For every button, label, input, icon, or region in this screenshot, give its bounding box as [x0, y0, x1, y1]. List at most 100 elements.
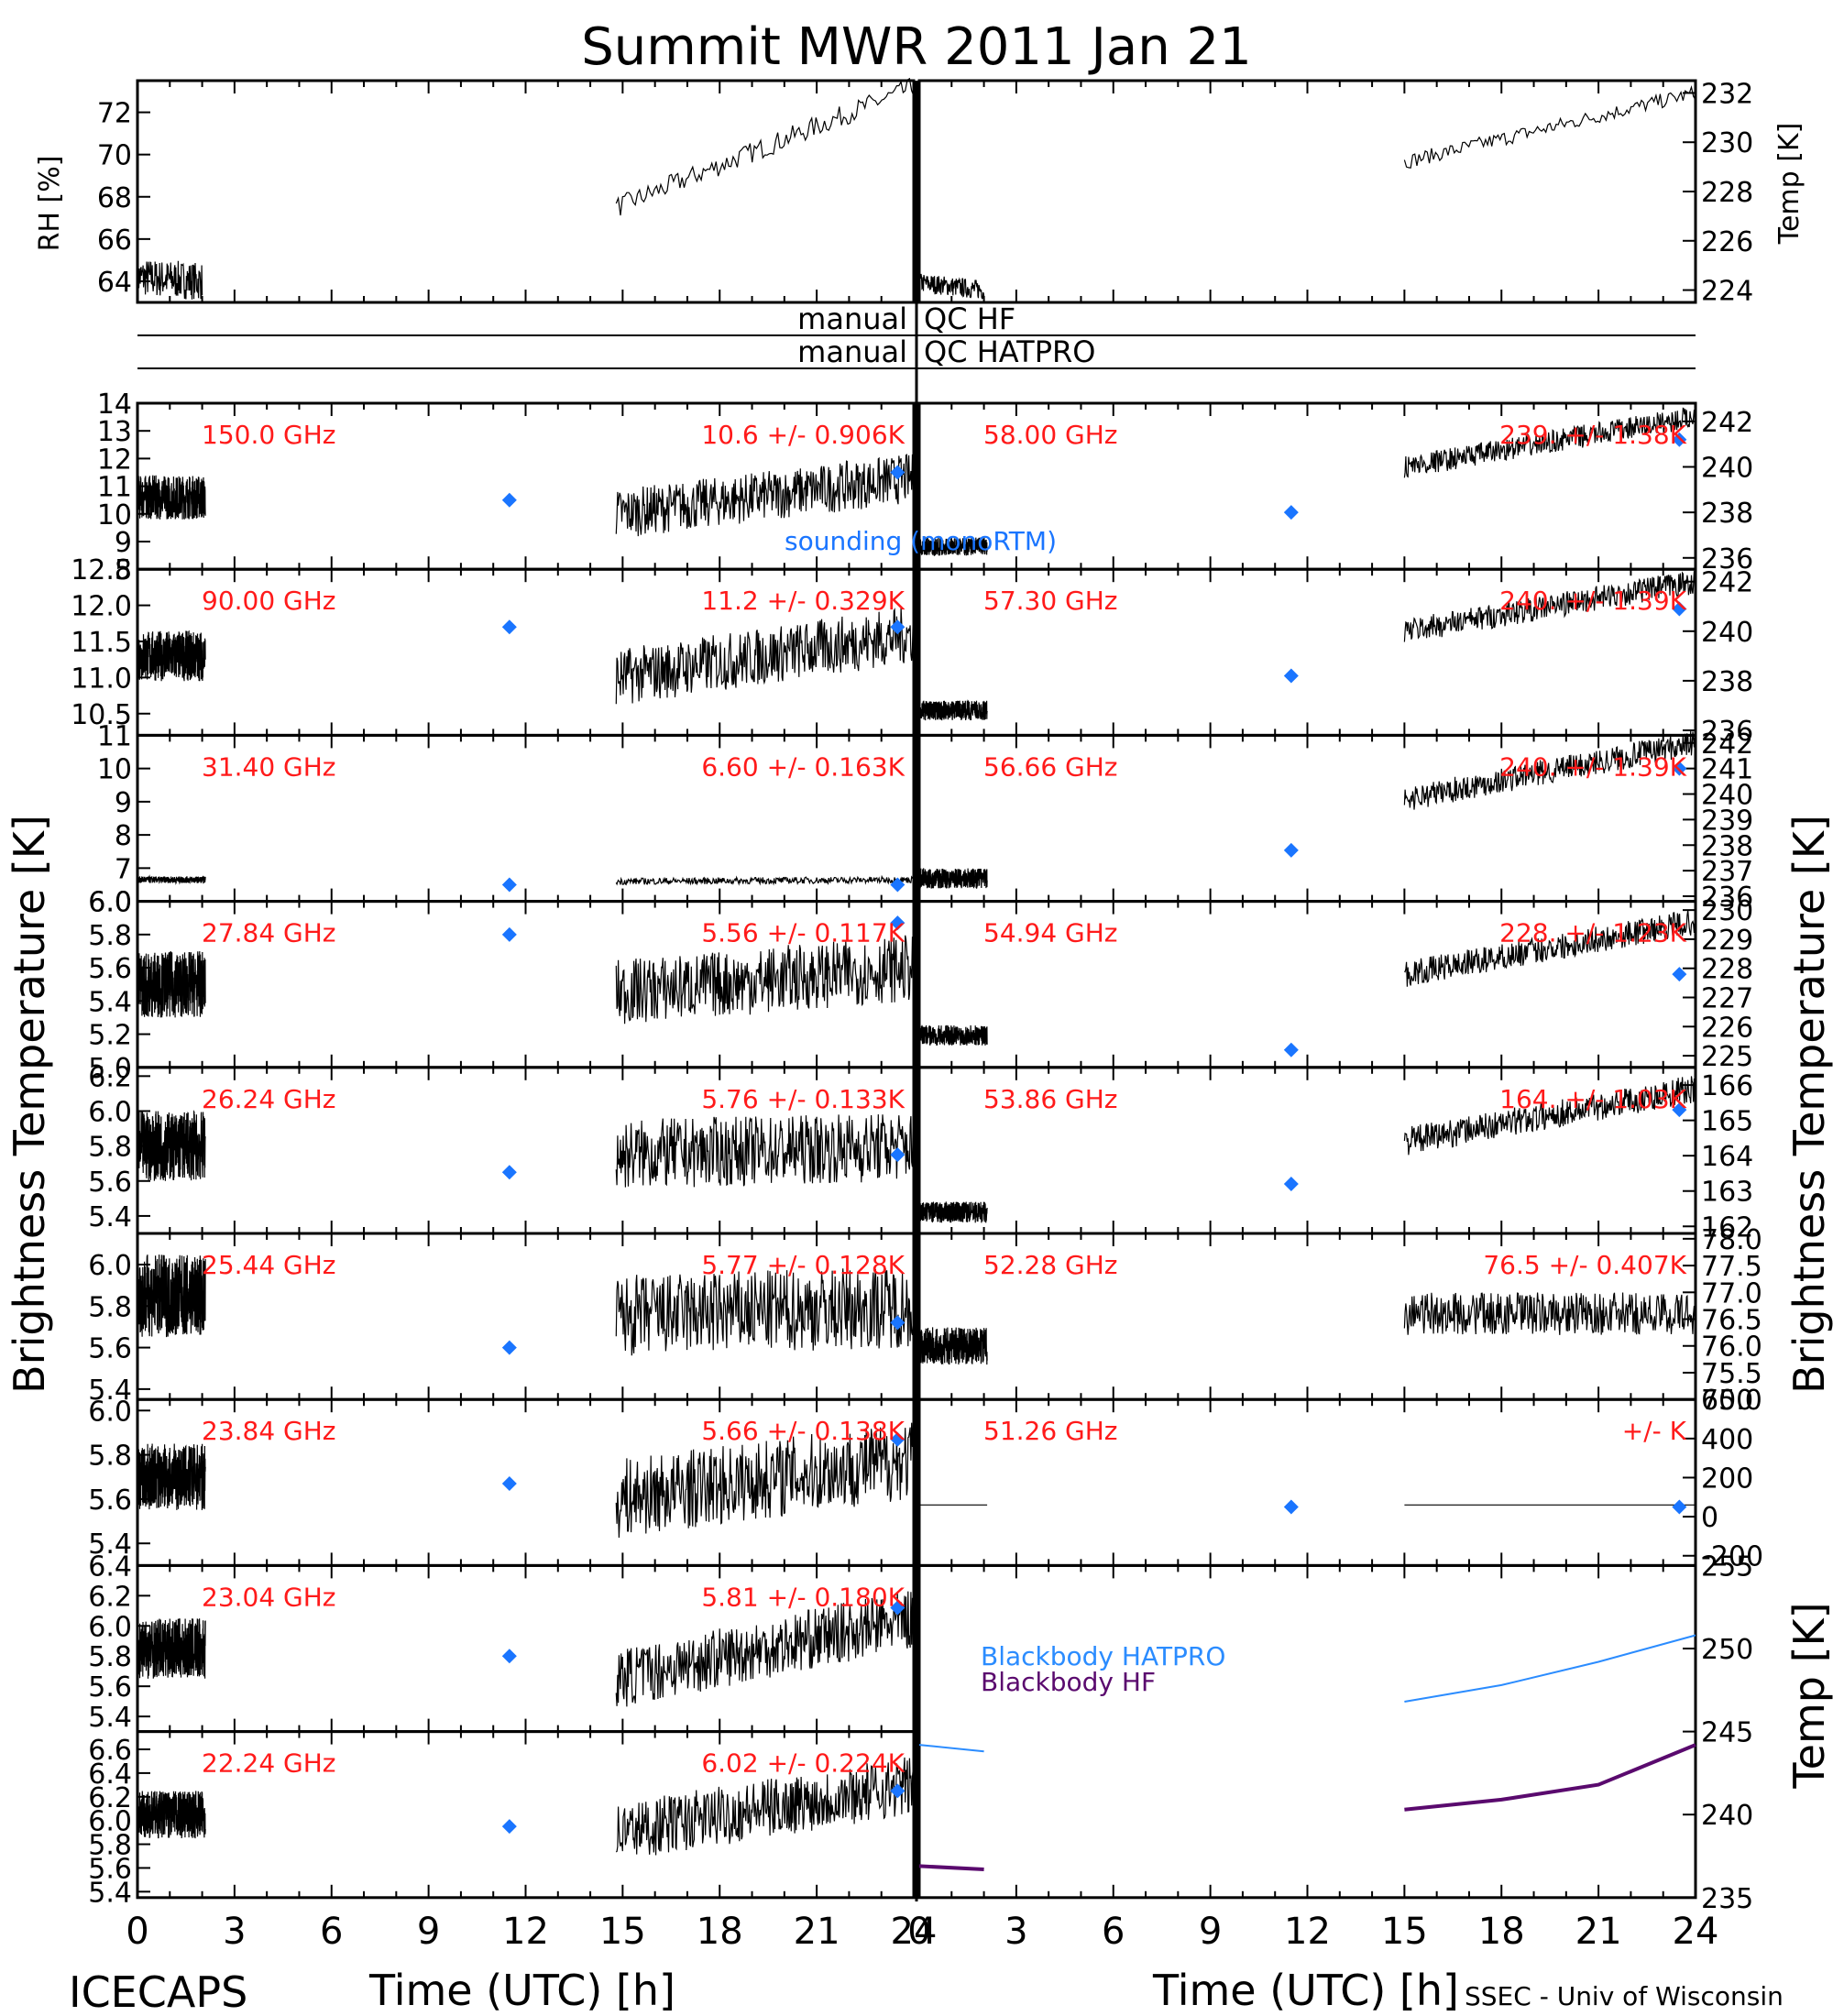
tb-series-early — [137, 950, 206, 1018]
chart-title: Summit MWR 2011 Jan 21 — [581, 17, 1252, 77]
y-tick-label: 165 — [1701, 1106, 1753, 1138]
stat-label: 5.77 +/- 0.128K — [701, 1250, 905, 1280]
y-tick-label: 225 — [1701, 1041, 1753, 1073]
sounding-marker — [501, 492, 517, 508]
qc-hatpro-right-label: QC HATPRO — [924, 334, 1095, 369]
y-tick-label: 13 — [97, 416, 132, 448]
x-tick-label: 3 — [223, 1911, 246, 1953]
stat-label: 164. +/- 1.03K — [1499, 1084, 1686, 1114]
y-tick-label: 5.6 — [88, 1485, 132, 1517]
tb-series-late — [615, 454, 915, 537]
y-tick-label: 9 — [115, 787, 132, 819]
y-tick-label: 5.8 — [88, 920, 132, 952]
y-tick-label: 78.0 — [1701, 1224, 1762, 1256]
stat-label: 239. +/- 1.38K — [1499, 420, 1686, 450]
y-tick-label: 232 — [1701, 78, 1753, 110]
x-tick-label: 12 — [502, 1911, 549, 1953]
x-tick-label: 3 — [1004, 1911, 1027, 1953]
y-tick-label: 5.6 — [88, 1853, 132, 1885]
rh-axis-label: RH [%] — [34, 156, 66, 252]
y-tick-label: 6.0 — [88, 1096, 132, 1128]
y-tick-label: 242 — [1701, 407, 1753, 439]
rh-line-early — [137, 260, 203, 300]
stat-label: 11.2 +/- 0.329K — [701, 586, 905, 616]
sounding-marker — [1672, 1102, 1687, 1118]
sounding-marker — [1672, 761, 1687, 776]
y-tick-label: 5.8 — [88, 1132, 132, 1164]
tb-series-early — [918, 535, 988, 557]
rh-panel-frame — [136, 79, 916, 304]
y-tick-label: 77.0 — [1701, 1277, 1762, 1309]
x-tick-label: 15 — [1381, 1911, 1428, 1953]
y-tick-label: 6.0 — [88, 1611, 132, 1643]
stat-label: 76.5 +/- 0.407K — [1483, 1250, 1686, 1280]
panels: 6466687072224226228230232891011121314150… — [71, 77, 1763, 1953]
temp-panel-frame — [917, 79, 1697, 304]
y-tick-label: 600 — [1701, 1385, 1753, 1417]
sounding-marker — [890, 877, 906, 893]
tb-series-late — [615, 1591, 915, 1707]
x-tick-label: 6 — [320, 1911, 343, 1953]
sounding-marker — [1283, 668, 1299, 684]
y-tick-label: 239 — [1701, 805, 1753, 837]
y-tick-label: 6.2 — [88, 1581, 132, 1613]
stat-label: 5.81 +/- 0.180K — [701, 1582, 905, 1612]
y-tick-label: 12.5 — [71, 554, 132, 586]
y-tick-label: 224 — [1701, 276, 1753, 308]
y-tick-label: 238 — [1701, 830, 1753, 862]
tb-series-early — [137, 1110, 206, 1181]
y-tick-label: 240 — [1701, 617, 1753, 649]
x-tick-label: 9 — [1199, 1911, 1222, 1953]
stat-label: 10.6 +/- 0.906K — [701, 420, 905, 450]
sounding-marker — [890, 1147, 906, 1163]
y-tick-label: 226 — [1701, 1012, 1753, 1044]
y-tick-label: 8 — [115, 554, 132, 586]
tb-series-late — [1403, 407, 1696, 478]
y-tick-label: 5.4 — [88, 1201, 132, 1233]
y-tick-label: 11 — [97, 472, 132, 504]
y-tick-label: 10 — [97, 499, 132, 531]
frequency-label: 58.00 GHz — [983, 420, 1118, 450]
sounding-marker — [890, 619, 906, 635]
tb-series-late — [615, 935, 915, 1024]
y-tick-label: 66 — [97, 225, 132, 257]
tb-series-early — [918, 1024, 988, 1046]
tb-series-early — [137, 1255, 206, 1338]
y-tick-label: 242 — [1701, 729, 1753, 761]
blackbody-hatpro-line — [918, 1744, 984, 1753]
temp-top-axis-label: Temp [K] — [1773, 123, 1806, 246]
y-tick-label: 250 — [1701, 1634, 1753, 1666]
blackbody-hatpro-legend: Blackbody HATPRO — [981, 1641, 1225, 1671]
y-tick-label: 12.0 — [71, 591, 132, 623]
sounding-legend: sounding (monoRTM) — [785, 526, 1057, 556]
y-tick-label: 68 — [97, 182, 132, 214]
y-tick-label: 6.0 — [88, 1250, 132, 1282]
tb-series-late — [1403, 571, 1696, 642]
y-tick-label: 5.6 — [88, 1333, 132, 1365]
x-tick-label: 24 — [891, 1911, 938, 1953]
y-tick-label: 6.0 — [88, 887, 132, 919]
y-tick-label: 14 — [97, 389, 132, 421]
tb-series-early — [918, 868, 988, 889]
y-tick-label: 240 — [1701, 1800, 1753, 1832]
stat-label: 5.66 +/- 0.138K — [701, 1416, 905, 1446]
sounding-marker — [890, 465, 906, 480]
y-tick-label: 163 — [1701, 1177, 1753, 1209]
stat-label: 5.56 +/- 0.117K — [701, 918, 905, 948]
tb-series-early — [137, 1618, 206, 1679]
tb-series-late — [615, 1114, 915, 1188]
y-tick-label: 236 — [1701, 543, 1753, 575]
sounding-marker — [1283, 1042, 1299, 1057]
y-tick-label: 5.8 — [88, 1641, 132, 1673]
x-axis-label-left: Time (UTC) [h] — [368, 1966, 675, 2015]
y-tick-label: -200 — [1701, 1541, 1763, 1573]
blackbody-hf-legend: Blackbody HF — [981, 1667, 1156, 1697]
sounding-marker — [1283, 505, 1299, 520]
y-tick-label: 76.0 — [1701, 1331, 1762, 1364]
y-tick-label: 5.4 — [88, 1375, 132, 1407]
sounding-marker — [890, 1431, 906, 1447]
y-tick-label: 241 — [1701, 754, 1753, 786]
x-tick-label: 21 — [1575, 1911, 1622, 1953]
y-tick-label: 8 — [115, 820, 132, 852]
temp-line-late — [1403, 85, 1696, 169]
